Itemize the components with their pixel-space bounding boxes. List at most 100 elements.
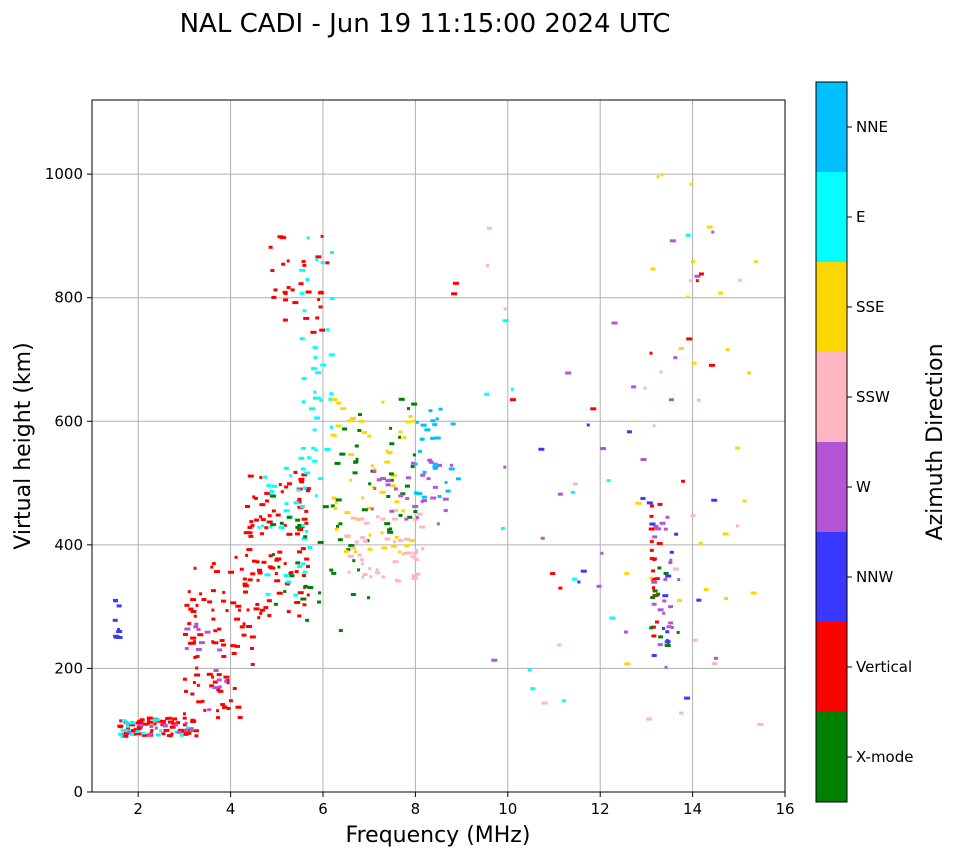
echo-point <box>384 522 391 526</box>
echo-point <box>654 620 659 624</box>
echo-point <box>385 449 389 453</box>
colorbar-segment <box>816 712 847 802</box>
echo-point <box>179 733 184 737</box>
echo-point <box>297 565 303 569</box>
echo-point <box>657 608 664 612</box>
echo-point <box>255 602 260 606</box>
echo-point <box>147 732 153 736</box>
echo-point <box>119 719 125 723</box>
echo-point <box>222 706 226 710</box>
echo-point <box>318 591 322 595</box>
echo-point <box>754 260 759 264</box>
echo-point <box>230 601 237 605</box>
echo-point <box>250 646 255 650</box>
echo-point <box>207 708 212 712</box>
colorbar-segment <box>816 442 847 532</box>
echo-point <box>342 427 348 431</box>
echo-point <box>320 261 325 265</box>
echo-point <box>650 595 656 599</box>
echo-point <box>413 510 418 514</box>
echo-point <box>304 529 308 533</box>
echo-point <box>379 490 386 494</box>
echo-point <box>267 614 272 618</box>
echo-point <box>392 517 399 521</box>
echo-point <box>658 635 664 639</box>
echo-point <box>302 574 307 578</box>
grid-lines <box>92 100 786 793</box>
echo-point <box>368 567 372 571</box>
echo-point <box>666 625 672 629</box>
x-axis-ticks: 2 4 6 8 10 12 14 16 <box>133 792 795 818</box>
echo-point <box>225 609 229 613</box>
echo-point <box>245 624 252 628</box>
echo-point <box>527 668 532 672</box>
echo-point <box>356 518 361 522</box>
echo-point <box>500 526 505 530</box>
echo-point <box>398 513 403 517</box>
colorbar-segment <box>816 622 847 712</box>
echo-point <box>194 734 199 738</box>
echo-point <box>381 400 385 404</box>
echo-point <box>571 577 577 581</box>
echo-point <box>299 337 305 341</box>
echo-point <box>656 175 660 179</box>
echo-point <box>297 524 302 528</box>
colorbar-tick-label: X-mode <box>856 748 913 766</box>
echo-point <box>366 506 372 510</box>
echo-point <box>450 422 456 426</box>
echo-point <box>199 592 203 596</box>
echo-point <box>419 437 425 441</box>
echo-point <box>722 532 729 536</box>
echo-point <box>413 558 419 562</box>
echo-point <box>558 586 563 590</box>
echo-point <box>350 593 356 597</box>
echo-point <box>411 574 418 578</box>
echo-point <box>295 518 301 522</box>
echo-point <box>562 699 567 703</box>
echo-point <box>750 591 757 595</box>
echo-point <box>408 415 413 419</box>
echo-point <box>314 494 318 498</box>
echo-point <box>294 532 300 536</box>
echo-point <box>407 407 411 411</box>
echo-point <box>390 484 396 488</box>
echo-point <box>294 601 301 605</box>
echo-point <box>502 319 509 323</box>
echo-point <box>369 575 373 579</box>
echo-point <box>264 491 271 495</box>
echo-point <box>653 524 659 528</box>
echo-point <box>162 724 168 728</box>
echo-point <box>166 716 172 720</box>
echo-point <box>668 398 674 402</box>
echo-point <box>274 558 280 562</box>
echo-point <box>357 568 361 572</box>
echo-point <box>297 550 303 554</box>
echo-point <box>662 599 667 603</box>
echo-point <box>237 608 241 612</box>
echo-point <box>315 371 322 375</box>
echo-point <box>643 386 647 390</box>
echo-point <box>288 571 292 575</box>
echo-point <box>410 461 415 465</box>
echo-point <box>221 599 227 603</box>
echo-point <box>301 400 306 404</box>
echo-point <box>405 551 412 555</box>
echo-point <box>415 516 419 520</box>
echo-point <box>381 575 386 579</box>
echo-point <box>301 517 308 521</box>
echo-point <box>304 487 311 491</box>
echo-point <box>649 548 654 552</box>
echo-point <box>234 644 240 648</box>
echo-point <box>432 462 438 466</box>
echo-point <box>530 687 536 691</box>
echo-point <box>678 347 684 351</box>
x-tick-label: 2 <box>133 800 143 818</box>
echo-point <box>319 328 326 332</box>
echo-point <box>153 722 157 726</box>
echo-point <box>211 617 216 621</box>
echo-point <box>432 485 438 489</box>
echo-point <box>690 260 695 264</box>
echo-point <box>259 475 263 479</box>
colorbar-tick-label: W <box>856 478 871 496</box>
echo-point <box>706 225 713 229</box>
